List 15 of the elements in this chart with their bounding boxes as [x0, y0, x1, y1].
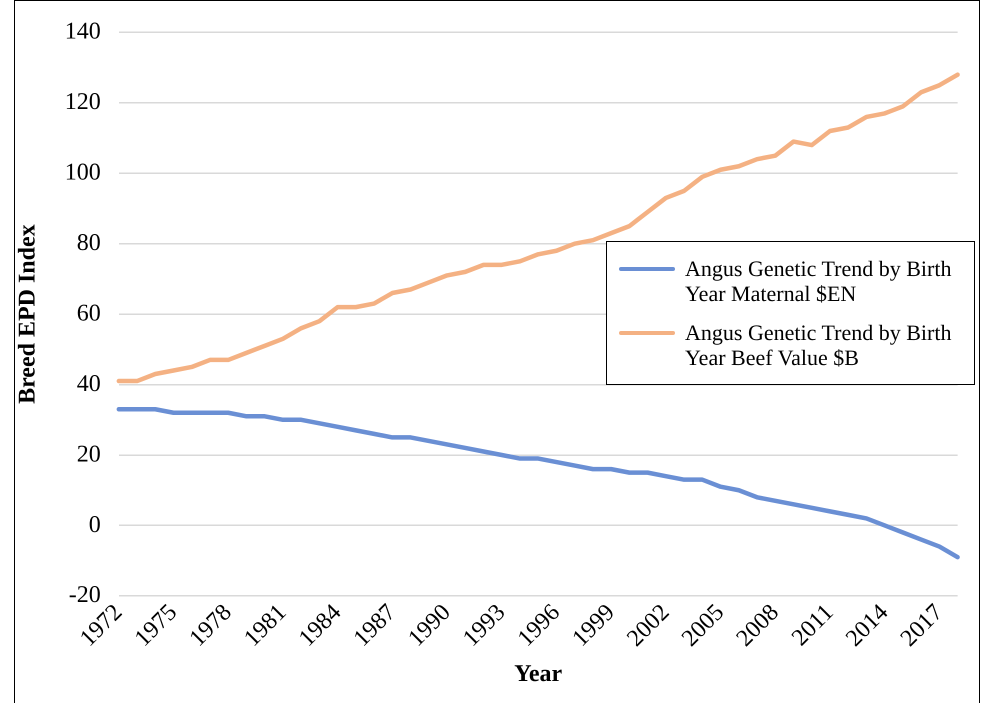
- y-tick-label: -20: [68, 582, 101, 608]
- x-axis-title: Year: [514, 660, 563, 687]
- x-tick-label: 2011: [786, 599, 839, 652]
- y-tick-label: 0: [88, 512, 101, 538]
- legend-label: Angus Genetic Trend by Birth Year Beef Value $B: [685, 320, 952, 370]
- x-tick-label: 1981: [239, 599, 292, 652]
- y-tick-label: 140: [64, 18, 101, 45]
- y-tick-label: 100: [64, 160, 101, 186]
- legend-label: Angus Genetic Trend by Birth Year Maternal $EN: [685, 256, 952, 306]
- y-tick-label: 60: [76, 300, 101, 326]
- y-axis-title: Breed EPD Index: [14, 224, 41, 404]
- y-tick-label: 40: [76, 370, 101, 397]
- y-tick-label: 120: [64, 89, 101, 116]
- y-tick-label: 80: [76, 230, 101, 256]
- y-tick-label: 20: [76, 441, 101, 468]
